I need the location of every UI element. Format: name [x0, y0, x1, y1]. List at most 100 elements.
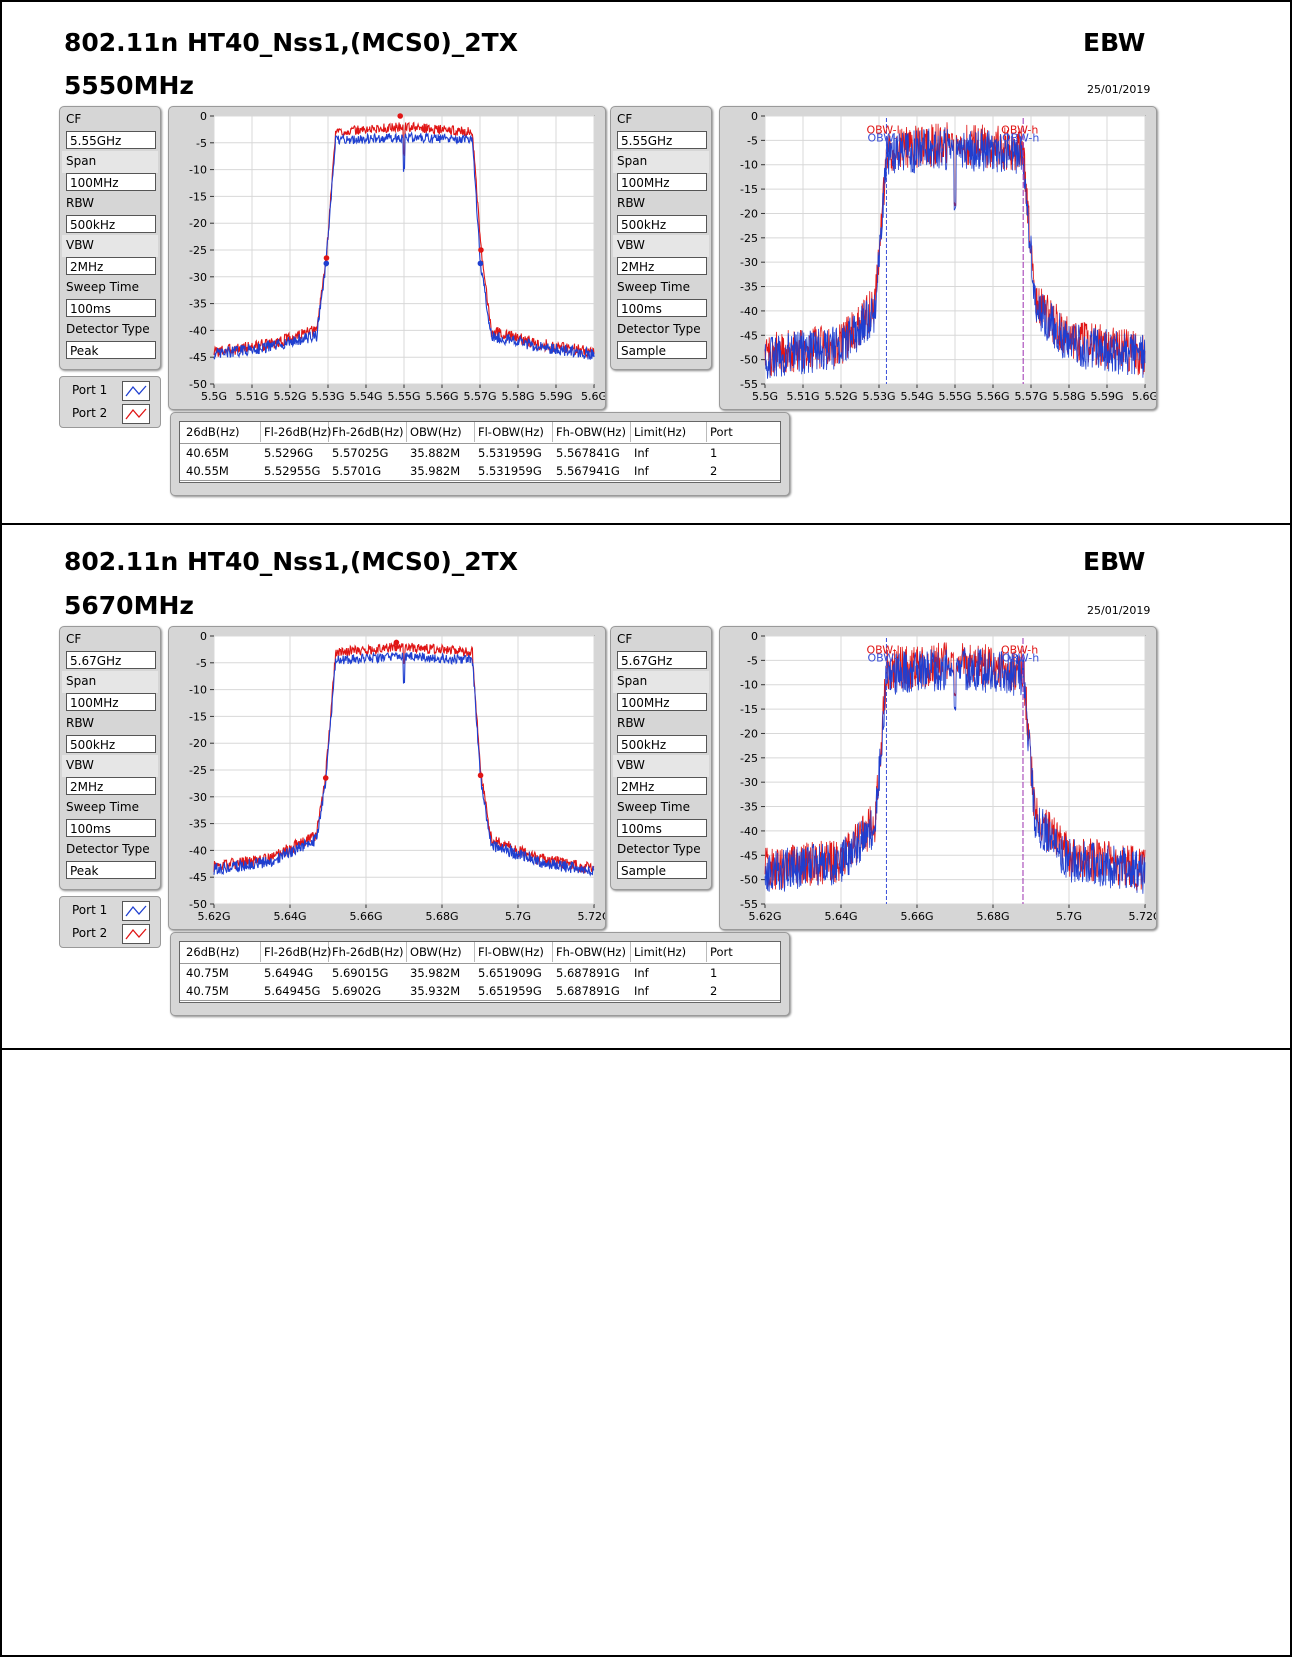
channel-frequency: 5550MHz — [64, 71, 194, 100]
legend-item-port2[interactable]: Port 2 — [60, 922, 160, 944]
y-tick-label: -30 — [740, 776, 758, 789]
cf-field[interactable]: 5.67GHz — [66, 651, 156, 669]
x-tick-label: 5.7G — [1056, 910, 1082, 923]
red-trace-swatch — [122, 924, 150, 944]
x-tick-label: 5.58G — [1052, 390, 1085, 403]
obw-low-label: OBW-l — [867, 131, 900, 144]
cf-label: CF — [617, 632, 633, 646]
blue-trace-swatch — [122, 381, 150, 401]
x-tick-label: 5.56G — [976, 390, 1009, 403]
cf-field[interactable]: 5.55GHz — [66, 131, 156, 149]
port-legend: Port 1 Port 2 — [59, 376, 161, 428]
table-cell: Inf — [634, 966, 649, 980]
span-field[interactable]: 100MHz — [617, 693, 707, 711]
table-row[interactable]: 40.55M 5.52955G 5.5701G 35.982M 5.531959G 5.5… — [180, 463, 780, 481]
y-tick-label: -10 — [740, 159, 758, 172]
table-cell: 40.65M — [186, 446, 229, 460]
rbw-field[interactable]: 500kHz — [66, 735, 156, 753]
cf-field[interactable]: 5.55GHz — [617, 131, 707, 149]
x-tick-label: 5.51G — [235, 390, 268, 403]
y-tick-label: -10 — [189, 164, 207, 177]
sample-spectrum-chart: 5.5G 5.51G 5.52G 5.53G 5.54G 5.55G 5.56G 5.57G 5… — [719, 106, 1157, 410]
x-tick-label: 5.59G — [1090, 390, 1123, 403]
y-tick-label: 0 — [751, 110, 758, 123]
y-tick-label: -45 — [740, 329, 758, 342]
y-tick-label: -30 — [189, 791, 207, 804]
rbw-field[interactable]: 500kHz — [617, 735, 707, 753]
trace-port2-red — [764, 642, 1146, 891]
vbw-label: VBW — [617, 758, 645, 772]
table-row[interactable]: 40.75M 5.64945G 5.6902G 35.932M 5.651959G 5.6… — [180, 983, 780, 1001]
x-tick-label: 5.66G — [349, 910, 382, 923]
results-table-panel: 26dB(Hz) Fl-26dB(Hz) Fh-26dB(Hz) OBW(Hz) Fl-… — [170, 412, 790, 496]
rbw-field[interactable]: 500kHz — [617, 215, 707, 233]
sweep-time-field[interactable]: 100ms — [617, 299, 707, 317]
table-row[interactable]: 40.65M 5.5296G 5.57025G 35.882M 5.531959G 5.5… — [180, 445, 780, 463]
x-tick-label: 5.6G — [1132, 390, 1156, 403]
marker-point — [478, 247, 484, 253]
measurement-section-2: 802.11n HT40_Nss1,(MCS0)_2TX EBW 5670MHz… — [0, 523, 1292, 1048]
table-header-cell: Fl-26dB(Hz) — [264, 425, 332, 439]
table-cell: 40.75M — [186, 966, 229, 980]
table-header-row: 26dB(Hz) Fl-26dB(Hz) Fh-26dB(Hz) OBW(Hz) Fl-… — [180, 422, 780, 444]
rbw-field[interactable]: 500kHz — [66, 215, 156, 233]
vbw-field[interactable]: 2MHz — [66, 257, 156, 275]
legend-item-port1[interactable]: Port 1 — [60, 899, 160, 921]
table-cell: 5.5701G — [332, 464, 382, 478]
y-tick-label: -20 — [189, 737, 207, 750]
peak-spectrum-chart: 5.62G 5.64G 5.66G 5.68G 5.7G 5.72G 0 -5 -10 -15 -2… — [168, 626, 606, 930]
y-tick-label: -35 — [189, 818, 207, 831]
test-title: 802.11n HT40_Nss1,(MCS0)_2TX — [64, 547, 518, 576]
table-cell: Inf — [634, 984, 649, 998]
sweep-time-field[interactable]: 100ms — [66, 299, 156, 317]
y-tick-label: 0 — [200, 110, 207, 123]
table-cell: 5.57025G — [332, 446, 389, 460]
obw-low-label: OBW-l — [867, 651, 900, 664]
sweep-time-field[interactable]: 100ms — [617, 819, 707, 837]
x-tick-label: 5.72G — [1128, 910, 1156, 923]
obw-low-label: OBW-l — [866, 644, 899, 657]
detector-type-field[interactable]: Peak — [66, 861, 156, 879]
vbw-label: VBW — [66, 758, 94, 772]
y-tick-label: -50 — [189, 378, 207, 391]
marker-point — [393, 639, 400, 646]
detector-type-field[interactable]: Sample — [617, 861, 707, 879]
sweep-time-label: Sweep Time — [617, 800, 690, 814]
y-tick-label: -40 — [189, 844, 207, 857]
y-tick-label: -25 — [189, 764, 207, 777]
settings-panel-right: CF 5.55GHz Span 100MHz RBW 500kHz VBW 2M… — [610, 106, 712, 370]
x-tick-label: 5.66G — [900, 910, 933, 923]
sweep-time-field[interactable]: 100ms — [66, 819, 156, 837]
table-cell: 5.531959G — [478, 464, 542, 478]
table-row[interactable]: 40.75M 5.6494G 5.69015G 35.982M 5.651909G 5.6… — [180, 965, 780, 983]
cf-label: CF — [617, 112, 633, 126]
rbw-label: RBW — [617, 716, 646, 730]
detector-type-field[interactable]: Sample — [617, 341, 707, 359]
vbw-field[interactable]: 2MHz — [617, 257, 707, 275]
x-tick-label: 5.68G — [976, 910, 1009, 923]
table-cell: 5.651959G — [478, 984, 542, 998]
cf-field[interactable]: 5.67GHz — [617, 651, 707, 669]
spectrum-svg: 5.5G 5.51G 5.52G 5.53G 5.54G 5.55G 5.56G 5.57G 5… — [740, 110, 1156, 403]
rbw-label: RBW — [66, 716, 95, 730]
detector-type-field[interactable]: Peak — [66, 341, 156, 359]
table-header-cell: OBW(Hz) — [410, 425, 462, 439]
legend-item-port1[interactable]: Port 1 — [60, 379, 160, 401]
y-tick-label: -45 — [740, 849, 758, 862]
sweep-time-label: Sweep Time — [617, 280, 690, 294]
y-tick-label: -10 — [189, 684, 207, 697]
span-field[interactable]: 100MHz — [617, 173, 707, 191]
x-tick-label: 5.52G — [273, 390, 306, 403]
y-tick-label: -15 — [189, 710, 207, 723]
legend-item-port2[interactable]: Port 2 — [60, 402, 160, 424]
obw-high-label: OBW-h — [1001, 124, 1038, 137]
x-tick-label: 5.53G — [862, 390, 895, 403]
span-field[interactable]: 100MHz — [66, 173, 156, 191]
vbw-label: VBW — [617, 238, 645, 252]
detector-type-label: Detector Type — [617, 322, 701, 336]
vbw-field[interactable]: 2MHz — [66, 777, 156, 795]
vbw-field[interactable]: 2MHz — [617, 777, 707, 795]
y-tick-label: -45 — [189, 351, 207, 364]
y-tick-label: 0 — [751, 630, 758, 643]
span-field[interactable]: 100MHz — [66, 693, 156, 711]
